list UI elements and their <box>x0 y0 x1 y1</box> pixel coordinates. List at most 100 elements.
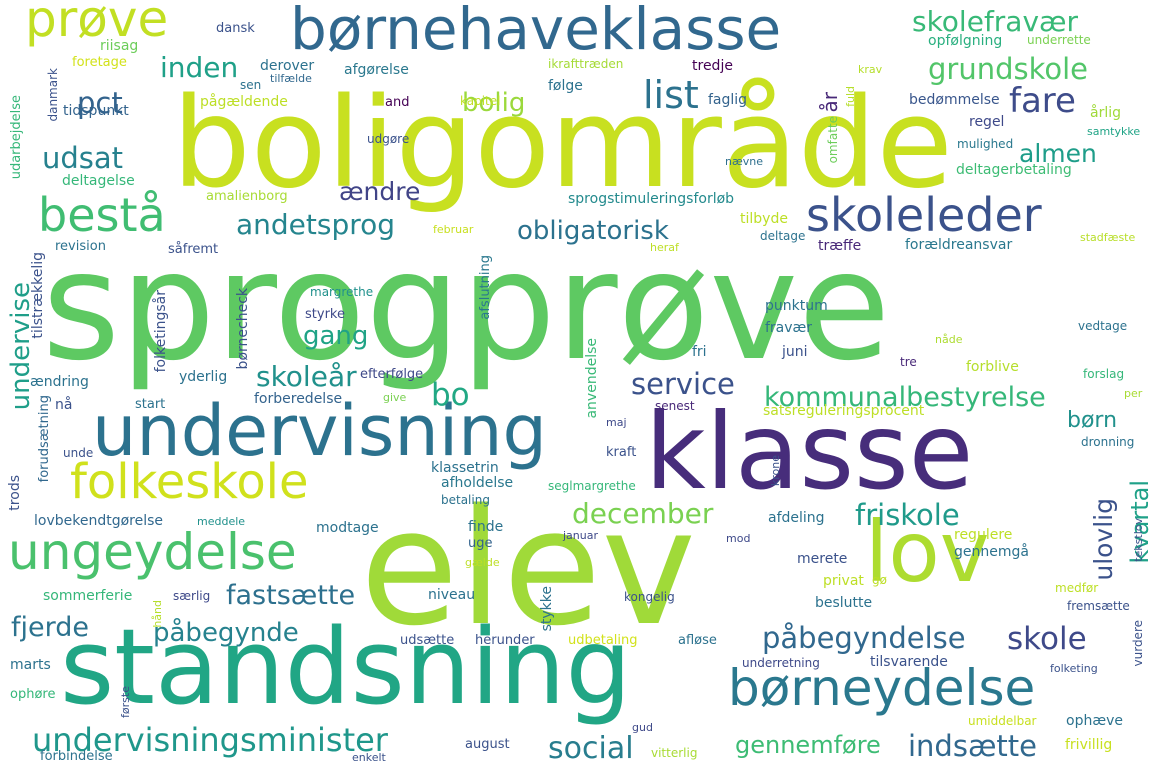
word-and: and <box>385 95 410 110</box>
word-fare: fare <box>1009 81 1076 121</box>
word-undervisning: undervisning <box>92 390 547 472</box>
word-underrette: underrette <box>1027 33 1091 47</box>
word-februar: februar <box>433 223 474 236</box>
word-forslag: forslag <box>1083 367 1125 381</box>
word-skole: skole <box>1007 621 1087 657</box>
word-tredje: tredje <box>692 58 733 74</box>
word-efterfolge: efterfølge <box>360 367 424 382</box>
word-niveau: niveau <box>428 587 476 603</box>
word-tidspunkt: tidspunkt <box>63 103 129 119</box>
word-sommerferie: sommerferie <box>43 588 133 604</box>
word-ulovlig: ulovlig <box>1089 498 1118 581</box>
word-punktum: punktum <box>765 298 828 314</box>
word-betaling: betaling <box>441 493 490 507</box>
word-krav: krav <box>858 63 883 76</box>
word-vedtage: vedtage <box>1078 319 1128 333</box>
word-fravaer: fravær <box>765 320 813 336</box>
word-danmark: danmark <box>46 68 60 122</box>
word-fri: fri <box>692 344 707 360</box>
word-modtage: modtage <box>316 520 379 536</box>
word-forbindelse: forbindelse <box>40 749 113 764</box>
word-nade: nåde <box>935 333 963 346</box>
word-foretage: foretage <box>72 55 127 70</box>
word-fjerde: fjerde <box>11 612 89 643</box>
word-gang: gang <box>303 321 369 351</box>
word-udsat: udsat <box>42 141 124 175</box>
word-gennemga: gennemgå <box>954 544 1029 560</box>
word-umiddelbar: umiddelbar <box>968 714 1037 728</box>
word-december: december <box>572 497 714 530</box>
word-derover: derover <box>260 58 315 74</box>
word-juni: juni <box>782 344 808 360</box>
word-mulighed: mulighed <box>957 137 1014 151</box>
word-samtykke: samtykke <box>1087 125 1141 138</box>
word-traeffe: træffe <box>818 238 862 254</box>
word-fastsaette: fastsætte <box>226 580 356 611</box>
word-friskole: friskole <box>855 498 960 532</box>
word-lov: lov <box>865 503 990 601</box>
word-stykke: stykke <box>539 586 555 632</box>
word-yderlig: yderlig <box>179 369 228 385</box>
word-borneydelse: børneydelse <box>728 659 1036 717</box>
word-uge: uge <box>468 536 493 551</box>
word-sprogprove: sprogprøve <box>42 220 891 394</box>
word-standsning: standsning <box>60 606 632 728</box>
word-faglig: faglig <box>708 92 748 108</box>
word-udbetaling: udbetaling <box>568 633 638 648</box>
word-folge: følge <box>548 78 583 94</box>
word-give: give <box>383 391 407 404</box>
word-aendre: ændre <box>339 177 421 206</box>
word-senest: senest <box>655 399 695 413</box>
word-skolear: skoleår <box>256 360 357 393</box>
word-naevne: nævne <box>725 155 764 168</box>
word-forberedelse: forberedelse <box>254 391 343 407</box>
word-tilbyde: tilbyde <box>740 211 788 227</box>
word-deltagelse: deltagelse <box>62 173 135 189</box>
word-forblive: forblive <box>966 359 1019 375</box>
word-skoleleder: skoleleder <box>806 188 1042 242</box>
word-foraeldreansvar: forældreansvar <box>905 237 1013 253</box>
word-skolefravaer: skolefravær <box>912 5 1079 38</box>
word-pabegynde: påbegynde <box>153 618 299 648</box>
word-bedommelse: bedømmelse <box>909 92 1000 108</box>
word-trods: trods <box>7 475 23 511</box>
word-besta: bestå <box>38 188 166 242</box>
word-almen: almen <box>1019 139 1097 168</box>
word-service: service <box>631 367 735 401</box>
word-stadfaeste: stadfæste <box>1080 231 1136 244</box>
word-januar: januar <box>563 529 599 542</box>
word-omfatte: omfatte <box>826 116 840 164</box>
word-satsreguleringsprocent: satsreguleringsprocent <box>763 403 925 419</box>
word-boligomrade: boligområde <box>172 72 953 216</box>
word-hand: hånd <box>151 600 164 628</box>
word-deltagerbetaling: deltagerbetaling <box>956 162 1072 178</box>
word-folkeskole: folkeskole <box>70 454 309 510</box>
word-bornehaveklasse: børnehaveklasse <box>290 0 782 63</box>
word-anvendelse: anvendelse <box>584 338 600 419</box>
word-afdeling: afdeling <box>768 510 825 526</box>
word-klasse: klasse <box>645 391 974 513</box>
word-saerlig: særlig <box>173 589 211 603</box>
word-tilfaelde: tilfælde <box>270 72 312 85</box>
word-born: børn <box>1067 408 1118 433</box>
word-folketingsar: folketingsår <box>153 290 169 373</box>
word-bornecheck: børnecheck <box>235 288 251 370</box>
word-pagaeldende: pågældende <box>200 94 288 110</box>
word-styrke: styrke <box>305 307 345 322</box>
word-prove: prøve <box>25 0 169 48</box>
word-tilsvarende: tilsvarende <box>870 654 948 670</box>
word-ungeydelse: ungeydelse <box>8 523 297 581</box>
word-enkelt: enkelt <box>352 751 386 764</box>
word-gaelde: gælde <box>465 556 500 569</box>
word-deltage: deltage <box>760 229 806 243</box>
word-afgorelse: afgørelse <box>344 62 409 78</box>
word-kraft: kraft <box>606 445 637 460</box>
word-ar: år <box>818 92 842 113</box>
word-revision: revision <box>55 239 106 254</box>
word-dansk: dansk <box>216 21 255 36</box>
word-grundskole: grundskole <box>928 52 1089 86</box>
word-beslutte: beslutte <box>815 595 873 611</box>
word-privat: privat <box>823 573 864 589</box>
word-fremsaette: fremsætte <box>1067 599 1130 613</box>
